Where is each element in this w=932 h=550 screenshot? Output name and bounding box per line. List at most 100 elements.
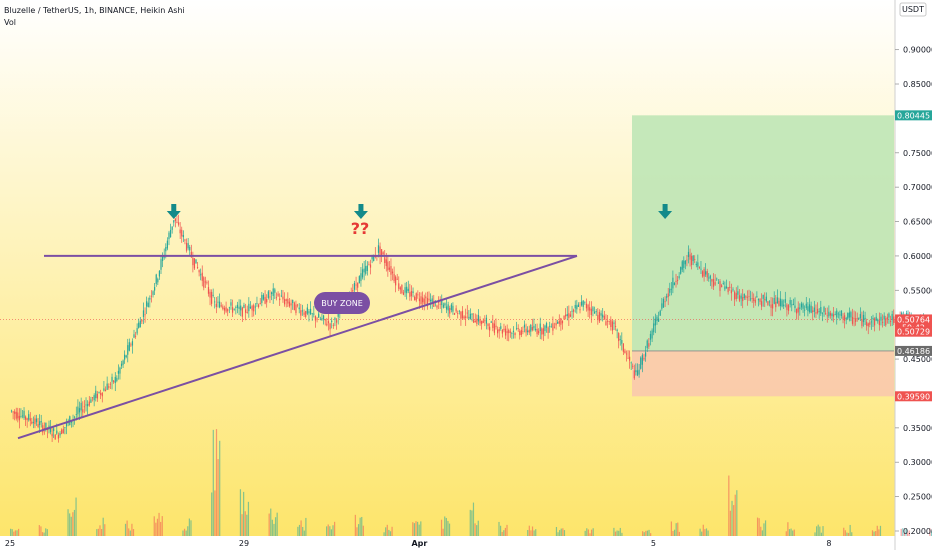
candle-body xyxy=(859,314,861,319)
volume-bar xyxy=(412,522,414,536)
candle-body xyxy=(705,271,707,275)
candle-body xyxy=(598,312,601,322)
candle-body xyxy=(357,282,359,288)
candle-body xyxy=(522,331,524,333)
candle-body xyxy=(329,323,331,330)
candle-body xyxy=(466,312,468,314)
candle-body xyxy=(561,320,564,324)
candle-body xyxy=(321,318,323,320)
price-tag xyxy=(895,391,932,402)
time-axis[interactable]: 25 29 Apr 5 8 xyxy=(5,539,832,548)
candle-body xyxy=(214,301,216,303)
volume-bar xyxy=(182,530,184,536)
candle-body xyxy=(365,266,367,274)
candle-body xyxy=(139,320,141,328)
candle-body xyxy=(436,305,438,308)
candle-body xyxy=(675,280,677,282)
candle-body xyxy=(568,313,570,319)
candle-body xyxy=(35,418,38,423)
volume-bar xyxy=(592,528,594,536)
candle-body xyxy=(834,314,836,315)
candle-body xyxy=(136,328,138,334)
candle-body xyxy=(697,262,699,267)
price-axis-background xyxy=(895,0,932,550)
candle-body xyxy=(828,311,830,317)
volume-bar xyxy=(764,520,767,536)
candle-body xyxy=(85,404,87,406)
candle-body xyxy=(173,220,175,223)
currency-badge[interactable]: USDT xyxy=(899,2,927,17)
candle-body xyxy=(482,320,484,323)
candle-body xyxy=(528,329,530,333)
candle-body xyxy=(569,314,572,317)
candle-body xyxy=(28,414,30,420)
volume-bar xyxy=(298,524,301,536)
candle-body xyxy=(335,320,338,323)
candle-body xyxy=(146,301,148,307)
volume-bar xyxy=(731,500,733,536)
candle-body xyxy=(469,313,472,319)
candle-body xyxy=(585,303,588,309)
candle-body xyxy=(426,298,429,307)
candle-body xyxy=(327,321,330,324)
candle-body xyxy=(632,365,634,367)
volume-bar xyxy=(239,489,242,536)
candle-body xyxy=(888,313,890,318)
volume-bar xyxy=(72,512,74,536)
candle-body xyxy=(130,344,132,346)
candle-body xyxy=(669,288,671,293)
candle-body xyxy=(885,318,887,326)
candle-body xyxy=(694,259,696,260)
candle-body xyxy=(388,267,391,270)
candle-body xyxy=(695,263,697,266)
candle-body xyxy=(525,328,527,333)
candle-body xyxy=(189,246,191,251)
candle-body xyxy=(509,331,511,333)
volume-bar xyxy=(274,517,277,536)
candle-body xyxy=(241,307,243,317)
volume-bar xyxy=(215,429,218,536)
candle-body xyxy=(600,313,602,316)
candle-body xyxy=(746,296,749,298)
volume-bar xyxy=(790,528,792,536)
volume-bar xyxy=(330,529,333,536)
candle-body xyxy=(425,296,427,299)
candle-body xyxy=(792,303,794,305)
candle-body xyxy=(267,291,269,298)
candle-body xyxy=(590,308,592,315)
candle-body xyxy=(576,305,578,310)
volume-bar xyxy=(728,475,730,536)
volume-bar xyxy=(246,514,248,536)
candle-body xyxy=(26,418,28,421)
candle-body xyxy=(201,272,203,281)
candle-body xyxy=(657,318,660,322)
candle-body xyxy=(261,294,263,303)
candle-body xyxy=(133,334,135,338)
volume-bar xyxy=(190,520,192,536)
buy-zone-callout[interactable]: BUY ZONE xyxy=(314,292,370,314)
candle-body xyxy=(886,317,888,320)
candle-body xyxy=(131,341,134,346)
candle-body xyxy=(10,410,13,412)
candle-body xyxy=(558,320,560,324)
candle-body xyxy=(207,287,210,294)
candle-body xyxy=(787,305,790,311)
candle-body xyxy=(767,301,769,305)
candle-body xyxy=(75,414,77,415)
candle-body xyxy=(603,315,605,320)
candle-body xyxy=(474,321,476,323)
volume-bar xyxy=(908,530,910,536)
candle-body xyxy=(465,316,467,319)
volume-bar xyxy=(792,530,794,536)
candle-body xyxy=(735,293,737,300)
volume-bar xyxy=(270,508,272,536)
candle-body xyxy=(613,322,615,324)
volume-bar xyxy=(621,532,623,536)
candle-body xyxy=(544,325,546,331)
volume-bar xyxy=(271,519,273,536)
volume-bar xyxy=(219,440,221,536)
